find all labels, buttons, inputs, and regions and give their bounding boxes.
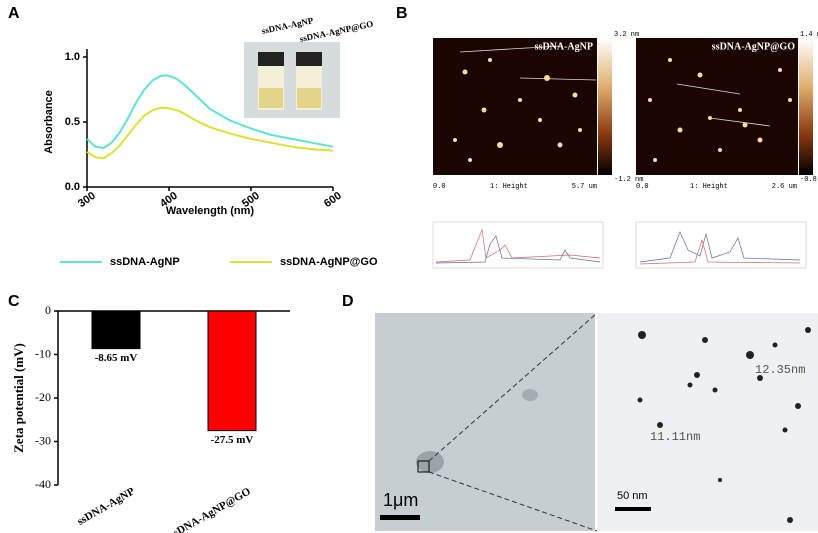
y-tick-label: 1.0 [65,51,80,63]
series-line [86,74,334,149]
y-tick-label: -20 [35,390,51,404]
afm-axis: 2.6 um [772,183,797,191]
scale-label: 50 nm [617,490,648,502]
afm-scale: 1.4 nm [800,31,818,39]
afm-axis: 1: Height [490,183,528,191]
bar [207,310,257,432]
bar [91,310,141,350]
y-tick-label: -30 [35,433,51,447]
x-tick-label: ssDNA-AgNP [75,485,137,528]
x-tick-label: 600 [322,190,344,210]
panel-letter: B [396,5,408,22]
afm-axis: 5.7 um [572,183,597,191]
value-label: -8.65 mV [95,352,138,364]
size-annotation: 11.11nm [650,430,700,444]
series-line [86,106,334,160]
value-label: -27.5 mV [211,434,254,446]
y-axis-label: Absorbance [43,90,55,154]
afm-axis: 1: Height [690,183,728,191]
legend-label: ssDNA-AgNP [110,256,180,268]
y-tick-label: 0.5 [65,116,80,128]
y-axis-label: Zeta potential (mV) [11,343,26,453]
panel-letter: D [342,293,354,310]
inset-photo [244,42,340,118]
tem-image [375,312,818,532]
afm-scale: -1.2 nm [614,176,643,184]
y-tick-label: 0 [45,303,51,317]
afm-title: ssDNA-AgNP@GO [712,41,795,52]
afm-axis: 0.0 [433,183,446,191]
scale-label: 1μm [383,490,418,510]
y-tick-label: -40 [35,477,51,491]
legend-label: ssDNA-AgNP@GO [280,256,378,268]
x-axis-label: Wavelength (nm) [166,205,255,217]
y-tick-label: -10 [35,346,51,360]
panel-letter: A [8,5,20,22]
afm-scale: 3.2 nm [614,31,639,39]
afm-scale: -0.8 nm [800,176,818,184]
afm-image [432,38,813,269]
panel-letter: C [8,293,20,310]
size-annotation: 12.35nm [755,363,805,377]
y-tick-label: 0.0 [65,181,80,193]
afm-axis: 0.0 [636,183,649,191]
afm-title: ssDNA-AgNP [535,41,593,52]
x-tick-label: ssDNA-AgNP@GO [168,485,254,533]
